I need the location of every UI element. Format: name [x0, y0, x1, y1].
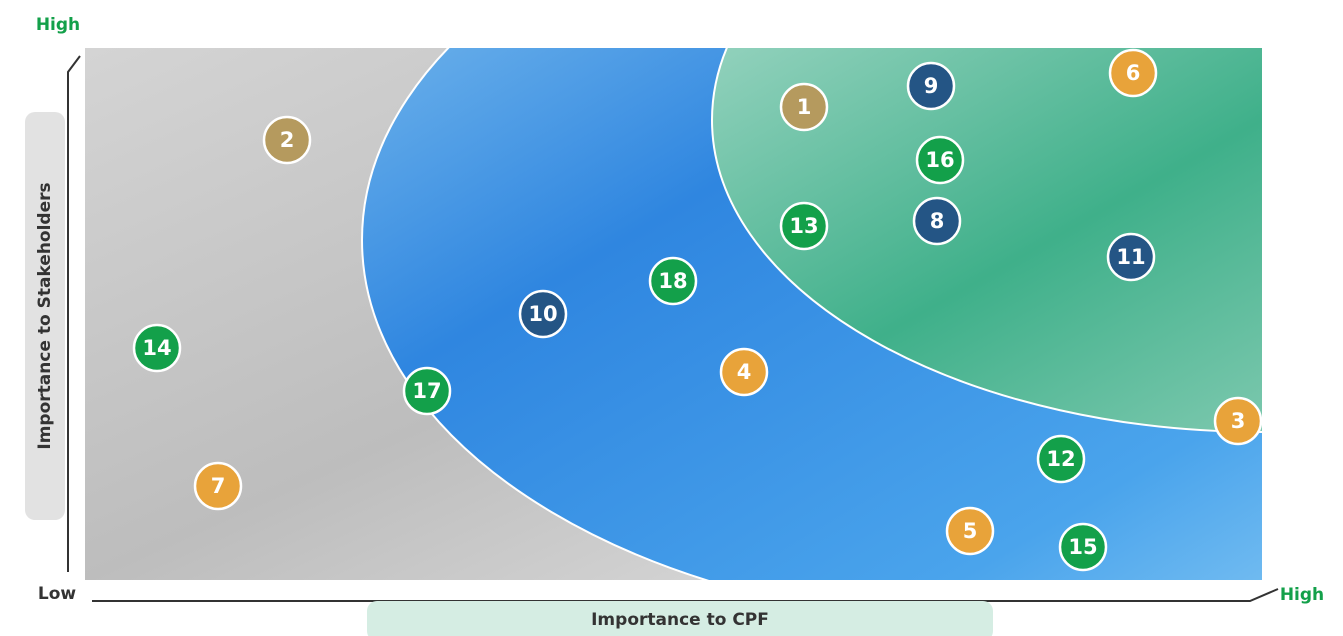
topic-marker — [1106, 232, 1156, 282]
x-axis — [92, 588, 1279, 602]
topic-label: 17 — [412, 379, 441, 403]
topic: 10 — [518, 289, 568, 339]
topic: 17 — [402, 366, 452, 416]
topic-marker — [1036, 434, 1086, 484]
y-axis — [67, 55, 81, 572]
topic-label: 2 — [280, 128, 295, 152]
x-high-label: High — [1280, 585, 1324, 605]
topic-label: 6 — [1126, 61, 1141, 85]
y-high-label: High — [36, 15, 80, 35]
topic-label: 9 — [924, 74, 939, 98]
topic: 16 — [915, 135, 965, 185]
high-zone — [711, 48, 1262, 433]
topic-label: 5 — [963, 519, 978, 543]
topic-label: 16 — [925, 148, 954, 172]
topic: 1 — [779, 82, 829, 132]
plot-background — [85, 48, 1262, 580]
topic: 2 — [262, 115, 312, 165]
x-label-box — [367, 601, 993, 636]
topic: 3 — [1213, 396, 1263, 446]
topic: 4 — [719, 347, 769, 397]
topic-marker — [906, 61, 956, 111]
topic: 8 — [912, 196, 962, 246]
topic-marker — [648, 256, 698, 306]
topic: 6 — [1108, 48, 1158, 98]
topic: 18 — [648, 256, 698, 306]
topic-marker — [518, 289, 568, 339]
topic: 9 — [906, 61, 956, 111]
topic: 15 — [1058, 522, 1108, 572]
topic-label: 18 — [658, 269, 687, 293]
topic-label: 11 — [1116, 245, 1145, 269]
y-axis-label: Importance to Stakeholders — [35, 182, 55, 449]
topic-label: 1 — [797, 95, 812, 119]
topic-label: 8 — [930, 209, 945, 233]
topic-label: 10 — [528, 302, 557, 326]
topic-marker — [132, 323, 182, 373]
topic-marker — [945, 506, 995, 556]
topic-marker — [1108, 48, 1158, 98]
topic-label: 3 — [1231, 409, 1246, 433]
topic-marker — [262, 115, 312, 165]
topic: 7 — [193, 461, 243, 511]
topic-label: 15 — [1068, 535, 1097, 559]
topic-label: 14 — [142, 336, 171, 360]
topic-label: 4 — [737, 360, 752, 384]
topic: 12 — [1036, 434, 1086, 484]
topic-label: 7 — [211, 474, 226, 498]
y-label-box — [25, 112, 65, 520]
topic-marker — [779, 201, 829, 251]
topic: 5 — [945, 506, 995, 556]
topic-marker — [915, 135, 965, 185]
topic: 13 — [779, 201, 829, 251]
topic-marker — [779, 82, 829, 132]
topic-label: 12 — [1046, 447, 1075, 471]
topic: 11 — [1106, 232, 1156, 282]
topic-marker — [1058, 522, 1108, 572]
x-low-label: Low — [38, 584, 77, 604]
topic-label: 13 — [789, 214, 818, 238]
topic-marker — [719, 347, 769, 397]
topic-marker — [1213, 396, 1263, 446]
topic-marker — [912, 196, 962, 246]
topic-marker — [402, 366, 452, 416]
topic-marker — [193, 461, 243, 511]
topic: 14 — [132, 323, 182, 373]
x-axis-label: Importance to CPF — [591, 610, 769, 630]
